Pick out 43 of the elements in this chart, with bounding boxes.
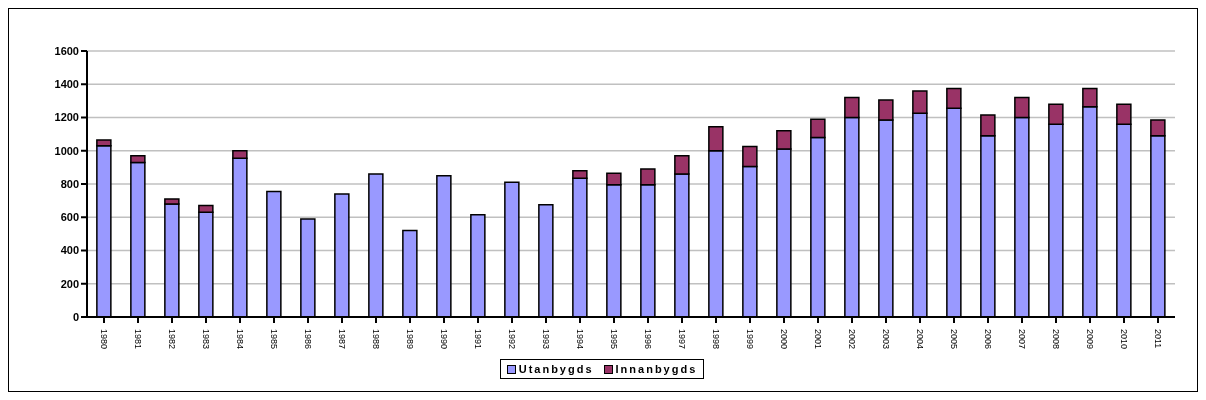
x-tick-label: 2005 [949, 329, 959, 350]
x-tick-label: 2002 [847, 329, 857, 350]
x-tick-label: 2000 [779, 329, 789, 350]
x-tick-label: 1995 [609, 329, 619, 350]
x-tick-label: 1999 [745, 329, 755, 350]
y-tick-label: 1000 [54, 144, 79, 157]
x-tick-label: 2011 [1153, 329, 1163, 349]
x-tick-label: 1998 [711, 329, 721, 350]
x-tick-label: 1987 [337, 329, 347, 350]
x-tick-label: 1985 [269, 329, 279, 350]
x-tick-label: 1991 [473, 329, 483, 350]
x-tick-label: 1996 [643, 329, 653, 350]
y-tick-label: 1600 [54, 44, 79, 57]
x-tick-label: 1982 [167, 329, 177, 350]
x-tick-label: 1988 [371, 329, 381, 350]
x-tick-label: 1992 [507, 329, 517, 350]
x-tick-label: 1990 [439, 329, 449, 350]
legend-label: Innanbygds [614, 363, 698, 375]
y-tick-label: 200 [60, 277, 79, 290]
y-tick-label: 800 [60, 177, 79, 190]
x-tick-label: 2007 [1017, 329, 1027, 350]
x-tick-label: 1986 [303, 329, 313, 350]
x-tick-label: 2004 [915, 329, 925, 350]
x-tick-label: 2001 [813, 329, 823, 350]
x-tick-label: 1980 [99, 329, 109, 350]
x-tick-label: 1984 [235, 329, 245, 350]
x-tick-label: 1983 [201, 329, 211, 350]
x-tick-label: 2003 [881, 329, 891, 350]
y-tick-label: 1400 [54, 78, 79, 91]
x-tick-label: 2008 [1051, 329, 1061, 350]
y-tick-label: 1200 [54, 111, 79, 124]
x-tick-label: 1981 [133, 329, 143, 350]
y-tick-label: 600 [60, 211, 79, 224]
y-tick-label: 400 [60, 244, 79, 257]
x-tick-label: 1993 [541, 329, 551, 350]
y-tick-label: 0 [72, 310, 79, 323]
x-tick-label: 1994 [575, 329, 585, 350]
x-tick-label: 1989 [405, 329, 415, 350]
x-tick-label: 2006 [983, 329, 993, 350]
x-tick-label: 2010 [1119, 329, 1129, 350]
legend-label: Utanbygds [517, 363, 594, 375]
x-tick-label: 1997 [677, 329, 687, 350]
x-tick-label: 2009 [1085, 329, 1095, 350]
